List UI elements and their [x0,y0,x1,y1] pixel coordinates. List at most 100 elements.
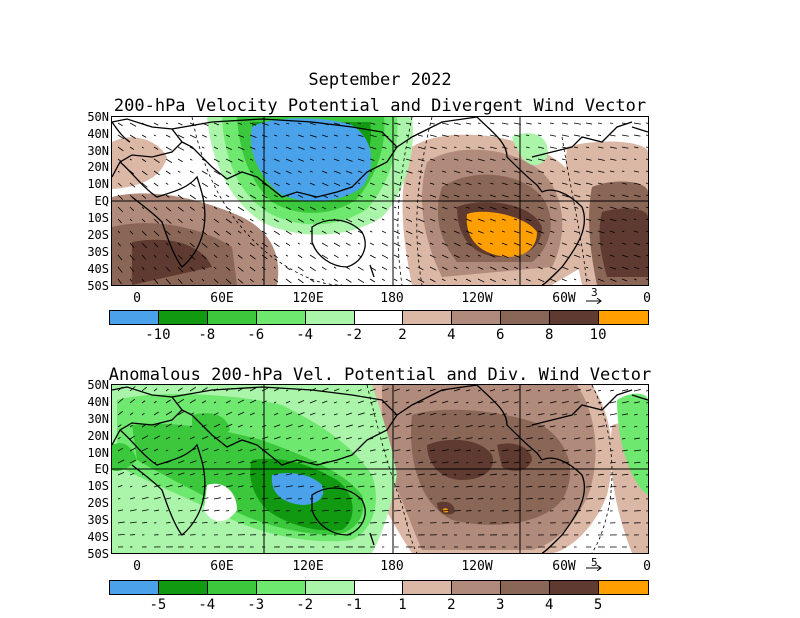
wind-vector [177,424,183,428]
wind-vector [237,498,242,500]
wind-vector [369,278,376,283]
colorbar-swatch [207,581,257,594]
wind-vector [333,242,341,247]
wind-vector [165,388,169,392]
wind-vector [141,447,149,452]
wind-vector [249,146,256,150]
wind-vector [117,398,124,404]
wind-vector [369,206,377,211]
wind-vector [357,437,362,440]
wind-vector [141,412,145,416]
wind-vector [609,254,615,257]
wind-vector [297,182,301,185]
wind-vector [141,400,146,404]
wind-vector [261,254,268,260]
wind-vector [585,425,593,428]
wind-vector [537,390,541,392]
wind-vector [177,254,183,260]
wind-vector [537,134,542,137]
wind-vector [645,158,648,160]
wind-vector [489,425,495,428]
colorbar-label: -4 [296,327,314,343]
wind-vector [501,134,509,137]
wind-vector [585,218,592,221]
wind-vector [213,158,220,163]
wind-vector [357,473,365,476]
wind-vector [561,170,566,173]
wind-vector [345,485,353,488]
colorbar-swatch [354,311,404,324]
wind-vector [621,473,629,476]
wind-vector [261,424,267,428]
wind-vector [549,401,557,404]
wind-vector [549,146,557,149]
lat-label: 20N [87,429,109,443]
wind-vector [597,450,602,452]
wind-vector [369,461,377,464]
wind-vector [165,266,171,272]
wind-vector [141,218,146,223]
wind-vector [153,218,159,224]
wind-vector [537,462,543,464]
wind-vector [585,437,593,440]
wind-vector [345,122,350,125]
wind-vector [201,146,205,149]
wind-vector [525,194,530,197]
wind-vector [525,266,529,269]
wind-vector [261,461,268,464]
wind-vector [333,182,341,186]
wind-vector [201,413,205,416]
wind-vector [381,206,387,210]
wind-vector [297,449,302,452]
wind-vector [609,278,617,282]
wind-vector [249,278,254,283]
wind-vector [537,206,544,210]
wind-vector [621,182,628,185]
wind-vector [585,134,590,137]
wind-vector [261,497,269,500]
wind-vector [621,158,627,161]
wind-vector [585,230,593,234]
wind-vector [489,412,497,416]
wind-vector [561,413,568,416]
wind-vector [321,413,326,416]
wind-vector [249,218,254,222]
wind-vector [465,122,472,125]
wind-vector [393,158,399,161]
wind-vector [201,242,208,248]
wind-vector [429,412,437,416]
wind-vector [201,122,209,126]
wind-vector [477,218,485,222]
wind-vector [321,497,328,500]
wind-vector [393,449,401,452]
wind-vector [381,400,388,404]
wind-vector [273,436,281,440]
wind-vector [141,473,145,476]
wind-vector [309,509,316,512]
wind-vector [261,182,269,187]
wind-vector [609,206,617,210]
wind-vector [225,122,229,125]
wind-vector [441,510,449,512]
wind-vector [117,437,121,440]
wind-vector [249,182,256,187]
wind-vector [609,122,614,124]
lon-label: 0 [133,291,141,306]
wind-vector [549,473,557,476]
wind-vector [453,425,460,428]
wind-vector [405,134,409,136]
wind-vector [261,436,269,440]
wind-vector [621,242,627,245]
wind-vector [441,413,447,416]
wind-vector [285,254,289,257]
wind-vector [477,412,485,416]
wind-vector [273,170,281,175]
wind-vector [393,278,398,282]
wind-vector [513,254,521,258]
wind-vector [129,278,133,282]
wind-vector [441,206,448,210]
wind-vector [573,388,581,392]
lat-label: 40S [87,262,109,276]
wind-vector [177,448,183,452]
wind-vector [405,182,412,186]
